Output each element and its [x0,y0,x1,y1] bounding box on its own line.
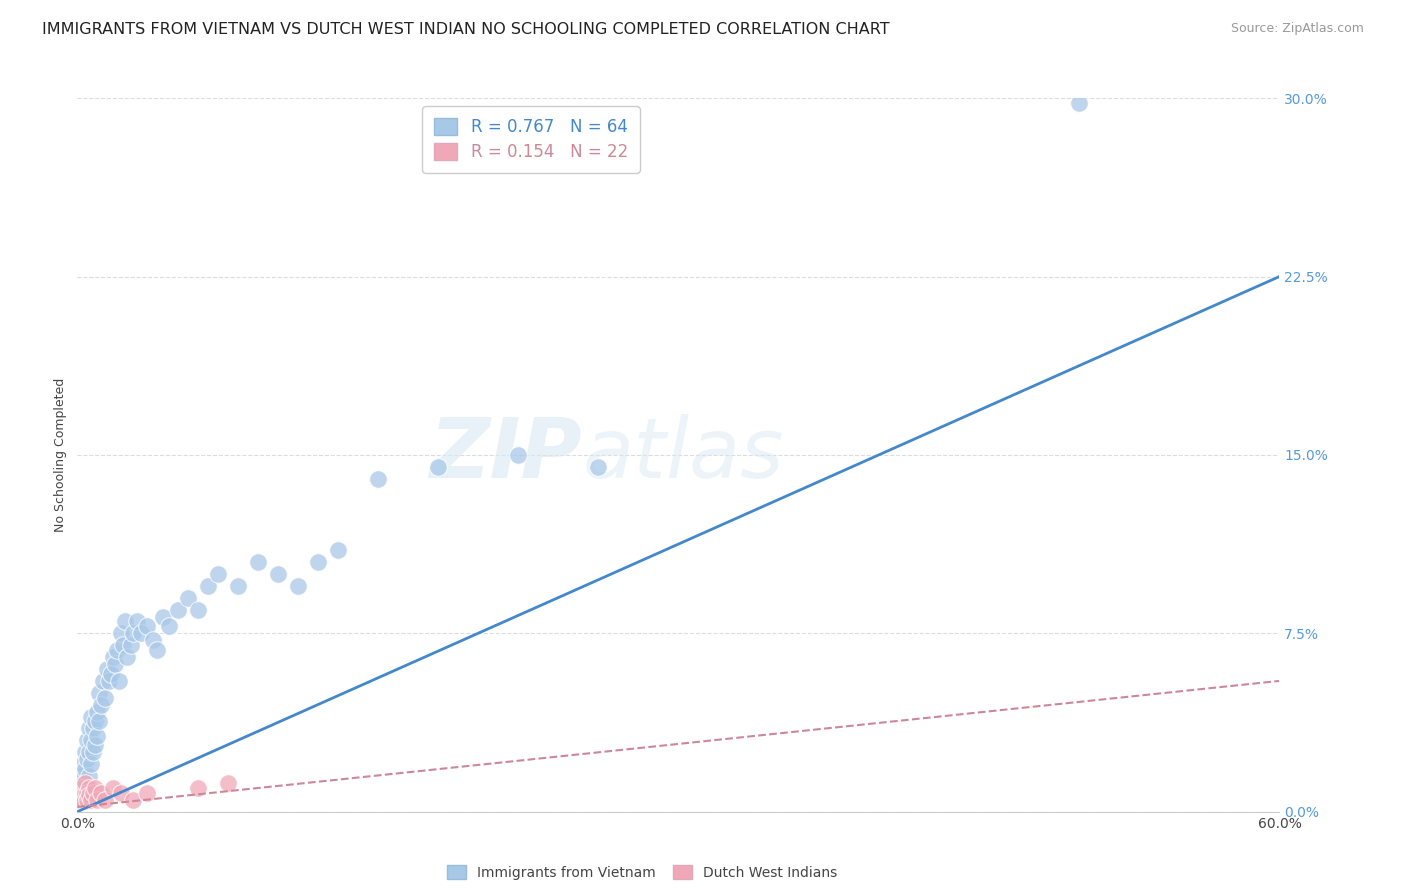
Point [122,793,145,807]
Point [79,788,101,802]
Point [187,602,209,616]
Point [75,745,97,759]
Point [226,579,249,593]
Y-axis label: No Schooling Completed: No Schooling Completed [53,378,67,532]
Point [76,752,98,766]
Point [93,673,115,688]
Text: atlas: atlas [582,415,785,495]
Point [80,733,103,747]
Point [75,786,97,800]
Point [86,729,108,743]
Point [79,780,101,795]
Point [98,673,121,688]
Point [79,722,101,736]
Point [80,709,103,723]
Point [75,776,97,790]
Point [89,714,111,729]
Legend: Immigrants from Vietnam, Dutch West Indians: Immigrants from Vietnam, Dutch West Indi… [440,858,845,887]
Point [146,643,169,657]
Point [72,793,94,807]
Point [176,591,198,605]
Point [142,633,165,648]
Point [367,472,389,486]
Point [588,459,610,474]
Point [100,666,122,681]
Point [80,793,103,807]
Text: IMMIGRANTS FROM VIETNAM VS DUTCH WEST INDIAN NO SCHOOLING COMPLETED CORRELATION : IMMIGRANTS FROM VIETNAM VS DUTCH WEST IN… [42,22,890,37]
Point [108,673,131,688]
Point [94,793,117,807]
Point [103,780,125,795]
Point [96,662,118,676]
Point [217,776,239,790]
Point [70,769,93,783]
Point [110,626,132,640]
Point [107,643,129,657]
Point [82,722,104,736]
Point [122,626,145,640]
Point [114,615,136,629]
Point [197,579,219,593]
Point [152,609,174,624]
Point [187,780,209,795]
Point [207,566,229,581]
Point [89,686,111,700]
Point [127,615,149,629]
Point [90,698,112,712]
Text: Source: ZipAtlas.com: Source: ZipAtlas.com [1230,22,1364,36]
Point [84,738,107,752]
Point [79,745,101,759]
Point [120,638,142,652]
Point [86,705,108,719]
Point [84,780,107,795]
Point [79,769,101,783]
Point [67,793,90,807]
Point [136,786,159,800]
Point [76,786,98,800]
Point [112,638,135,652]
Point [75,776,97,790]
Point [72,786,94,800]
Point [166,602,188,616]
Point [131,626,153,640]
Point [110,786,132,800]
Point [287,579,309,593]
Point [246,555,269,569]
Point [72,780,94,795]
Point [307,555,329,569]
Point [326,543,349,558]
Point [82,745,104,759]
Point [103,650,125,665]
Text: ZIP: ZIP [430,415,582,495]
Point [75,762,97,776]
Point [67,780,90,795]
Point [267,566,290,581]
Point [86,793,108,807]
Point [76,733,98,747]
Point [82,786,104,800]
Point [90,786,112,800]
Point [117,650,139,665]
Point [1069,95,1091,110]
Point [72,757,94,772]
Point [104,657,127,672]
Point [508,448,530,462]
Point [94,690,117,705]
Point [80,757,103,772]
Point [427,459,450,474]
Point [159,619,181,633]
Point [76,793,98,807]
Point [70,793,93,807]
Point [76,780,98,795]
Point [136,619,159,633]
Point [70,786,93,800]
Point [84,714,107,729]
